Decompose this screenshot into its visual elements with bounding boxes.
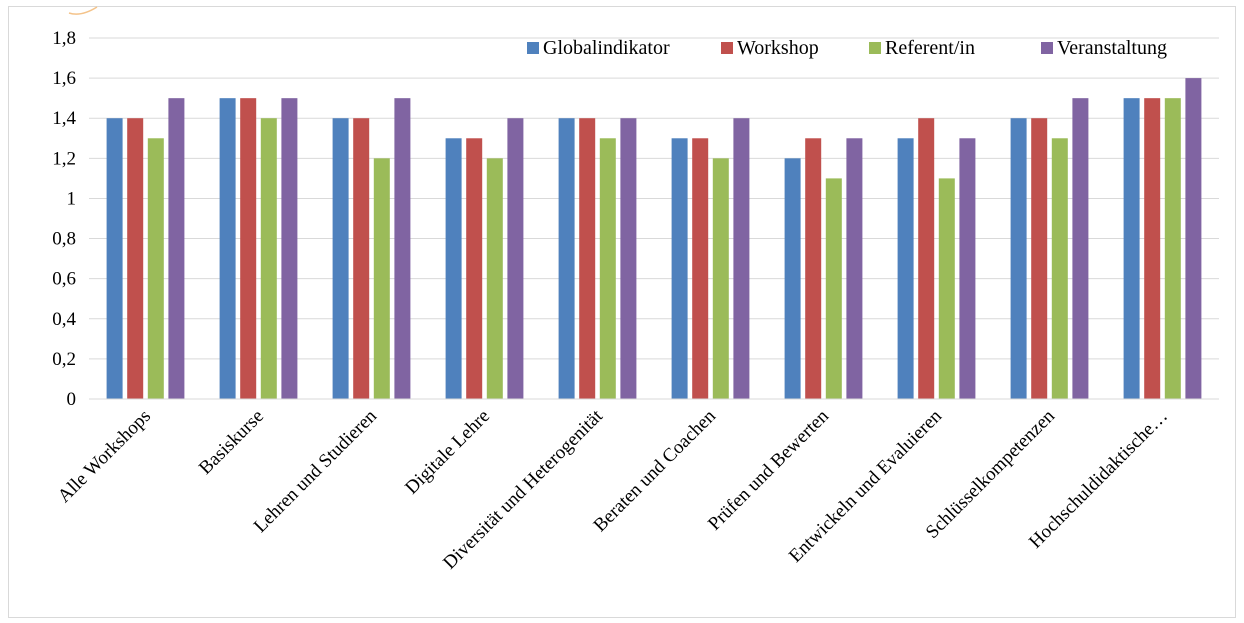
bar-referent-in — [712, 158, 729, 399]
bar-veranstaltung — [959, 138, 976, 399]
legend-swatch — [1041, 42, 1053, 54]
y-tick-label: 0,4 — [52, 309, 76, 330]
bar-veranstaltung — [1185, 78, 1202, 399]
bar-referent-in — [260, 118, 277, 399]
bar-globalindikator — [1010, 118, 1027, 399]
bar-veranstaltung — [507, 118, 524, 399]
y-tick-label: 0 — [67, 389, 77, 410]
legend-label: Veranstaltung — [1057, 37, 1167, 59]
legend-label: Referent/in — [885, 37, 975, 59]
legend: Globalindikator Workshop Referent/in Verans… — [527, 37, 1167, 59]
bar-workshop — [1031, 118, 1048, 399]
legend-swatch — [721, 42, 733, 54]
bar-workshop — [127, 118, 144, 399]
bar-globalindikator — [558, 118, 575, 399]
legend-swatch — [527, 42, 539, 54]
corner-decoration — [68, 6, 98, 15]
bar-referent-in — [599, 138, 616, 399]
y-tick-label: 0,2 — [52, 349, 76, 370]
bar-veranstaltung — [394, 98, 411, 400]
bar-globalindikator — [219, 98, 236, 400]
bar-referent-in — [486, 158, 503, 399]
bar-workshop — [1144, 98, 1161, 400]
bar-veranstaltung — [1072, 98, 1089, 400]
bar-veranstaltung — [168, 98, 185, 400]
y-tick-label: 0,8 — [52, 229, 76, 250]
x-category-label: Digitale Lehre — [401, 406, 494, 499]
x-category-label: Lehren und Studieren — [250, 405, 382, 537]
bar-workshop — [466, 138, 483, 399]
bar-workshop — [240, 98, 257, 400]
legend-swatch — [869, 42, 881, 54]
bar-referent-in — [825, 178, 842, 399]
bar-workshop — [692, 138, 709, 399]
x-category-label: Schlüsselkompetenzen — [922, 405, 1060, 543]
y-axis-ticks: 0 0,2 0,4 0,6 0,8 1 1,2 1,4 1,6 1,8 — [52, 28, 76, 410]
x-category-label: Basiskurse — [195, 406, 268, 479]
bar-globalindikator — [445, 138, 462, 399]
x-category-label: Prüfen und Bewerten — [704, 405, 833, 534]
bar-referent-in — [1051, 138, 1068, 399]
y-tick-label: 1 — [67, 188, 77, 209]
x-category-label: Beraten und Coachen — [590, 405, 721, 536]
bar-chart: 0 0,2 0,4 0,6 0,8 1 1,2 1,4 1,6 1,8 Alle Workshop… — [52, 28, 1219, 574]
bar-workshop — [579, 118, 596, 399]
bar-globalindikator — [332, 118, 349, 399]
y-tick-label: 1,2 — [52, 148, 76, 169]
bar-workshop — [918, 118, 935, 399]
bar-veranstaltung — [620, 118, 637, 399]
bar-globalindikator — [1123, 98, 1140, 400]
gridlines — [89, 37, 1219, 360]
bar-referent-in — [373, 158, 390, 399]
bar-globalindikator — [784, 158, 801, 399]
y-tick-label: 0,6 — [52, 269, 76, 290]
legend-label: Workshop — [737, 37, 819, 59]
bar-globalindikator — [671, 138, 688, 399]
bar-referent-in — [147, 138, 164, 399]
bar-workshop — [353, 118, 370, 399]
y-tick-label: 1,6 — [52, 68, 76, 89]
x-category-label: Alle Workshops — [54, 406, 155, 507]
bar-referent-in — [938, 178, 955, 399]
bar-veranstaltung — [281, 98, 298, 400]
bar-workshop — [805, 138, 822, 399]
bar-globalindikator — [897, 138, 914, 399]
bars — [106, 78, 1202, 400]
bar-veranstaltung — [733, 118, 750, 399]
y-tick-label: 1,8 — [52, 28, 76, 49]
legend-label: Globalindikator — [543, 37, 670, 59]
bar-referent-in — [1164, 98, 1181, 400]
y-tick-label: 1,4 — [52, 108, 76, 129]
chart-frame: 0 0,2 0,4 0,6 0,8 1 1,2 1,4 1,6 1,8 Alle Workshop… — [8, 6, 1236, 618]
bar-veranstaltung — [846, 138, 863, 399]
bar-globalindikator — [106, 118, 123, 399]
